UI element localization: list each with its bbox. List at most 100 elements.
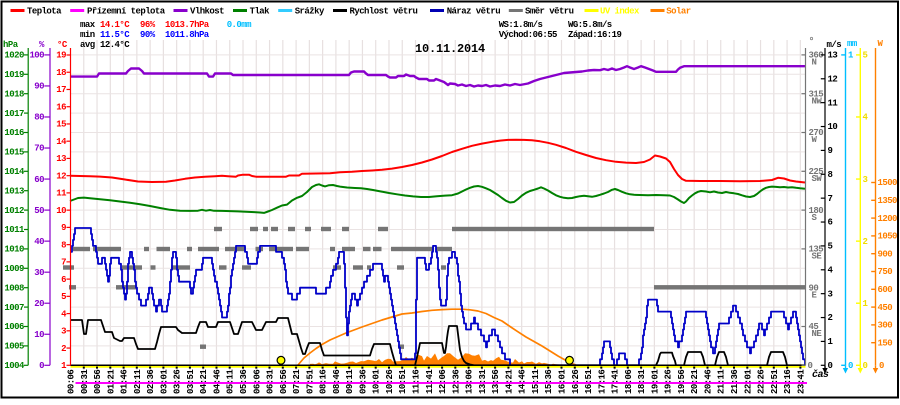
- svg-text:05:11: 05:11: [226, 369, 236, 394]
- svg-text:96%: 96%: [140, 20, 156, 30]
- svg-text:10: 10: [34, 330, 44, 340]
- svg-text:11:16: 11:16: [412, 370, 422, 394]
- svg-text:W: W: [878, 39, 884, 49]
- svg-text:11: 11: [56, 189, 67, 199]
- svg-text:13:56: 13:56: [491, 370, 501, 394]
- svg-text:0: 0: [863, 361, 868, 371]
- svg-text:16:51: 16:51: [584, 369, 594, 394]
- svg-text:1009: 1009: [4, 264, 24, 274]
- svg-text:Přízemní teplota: Přízemní teplota: [87, 7, 166, 17]
- svg-text:8: 8: [61, 240, 66, 250]
- svg-text:7: 7: [828, 194, 833, 204]
- svg-text:100: 100: [29, 51, 44, 61]
- svg-text:07:21: 07:21: [292, 369, 302, 394]
- svg-text:08:46: 08:46: [332, 370, 342, 394]
- svg-text:0: 0: [879, 361, 884, 371]
- svg-text:mm: mm: [847, 39, 858, 49]
- svg-text:15:36: 15:36: [544, 370, 554, 394]
- svg-text:5: 5: [863, 51, 868, 61]
- svg-text:čas: čas: [812, 369, 829, 381]
- svg-text:30: 30: [34, 268, 44, 278]
- svg-text:0: 0: [828, 361, 833, 371]
- svg-text:19:26: 19:26: [664, 370, 674, 394]
- svg-text:0: 0: [808, 361, 813, 371]
- svg-text:°: °: [809, 36, 814, 48]
- svg-text:16: 16: [56, 102, 66, 112]
- svg-text:20:46: 20:46: [704, 370, 714, 394]
- svg-text:40: 40: [34, 237, 44, 247]
- svg-text:16:26: 16:26: [571, 370, 581, 394]
- svg-text:225: 225: [809, 167, 824, 177]
- svg-text:NW: NW: [812, 96, 823, 106]
- svg-text:2: 2: [828, 313, 833, 323]
- svg-text:21:11: 21:11: [717, 369, 727, 394]
- svg-text:1018: 1018: [4, 89, 24, 99]
- svg-text:1200: 1200: [878, 214, 898, 224]
- svg-text:%: %: [39, 40, 45, 50]
- svg-text:°C: °C: [57, 40, 68, 50]
- svg-text:03:51: 03:51: [186, 369, 196, 394]
- svg-text:16:01: 16:01: [558, 369, 568, 394]
- svg-text:W: W: [812, 135, 818, 145]
- svg-text:Východ:06:55: Východ:06:55: [499, 30, 557, 40]
- svg-text:02:36: 02:36: [146, 370, 156, 394]
- svg-text:03:26: 03:26: [173, 370, 183, 394]
- svg-text:1: 1: [863, 299, 869, 309]
- svg-text:14:46: 14:46: [518, 370, 528, 394]
- svg-text:12:36: 12:36: [451, 370, 461, 394]
- svg-text:04:21: 04:21: [199, 369, 209, 394]
- svg-text:13:31: 13:31: [478, 369, 488, 394]
- svg-text:150: 150: [878, 338, 893, 348]
- svg-text:9: 9: [61, 223, 66, 233]
- svg-text:UV index: UV index: [600, 7, 640, 17]
- svg-text:1006: 1006: [4, 322, 24, 332]
- svg-text:13: 13: [56, 154, 66, 164]
- svg-text:2: 2: [61, 344, 66, 354]
- svg-text:08:16: 08:16: [319, 370, 329, 394]
- svg-text:20:21: 20:21: [690, 369, 700, 394]
- svg-text:hPa: hPa: [3, 40, 19, 50]
- svg-text:19:01: 19:01: [650, 369, 660, 394]
- svg-text:02:11: 02:11: [133, 369, 143, 394]
- svg-text:15:11: 15:11: [531, 369, 541, 394]
- svg-text:10:26: 10:26: [385, 370, 395, 394]
- svg-text:20: 20: [34, 299, 44, 309]
- svg-text:1016: 1016: [4, 128, 24, 138]
- svg-text:45: 45: [809, 322, 819, 332]
- svg-text:Tlak: Tlak: [250, 7, 271, 17]
- svg-text:6: 6: [61, 275, 66, 285]
- svg-text:Vlhkost: Vlhkost: [190, 7, 224, 17]
- svg-text:01:46: 01:46: [120, 370, 130, 394]
- svg-text:1013.7hPa: 1013.7hPa: [165, 20, 210, 30]
- svg-text:14:21: 14:21: [504, 369, 514, 394]
- svg-text:4: 4: [828, 266, 834, 276]
- svg-text:Náraz větru: Náraz větru: [447, 7, 501, 17]
- svg-text:max: max: [80, 20, 96, 30]
- svg-text:09:11: 09:11: [345, 369, 355, 394]
- svg-text:06:31: 06:31: [266, 369, 276, 394]
- svg-text:900: 900: [878, 249, 893, 259]
- svg-text:10: 10: [56, 206, 66, 216]
- svg-text:14.1°C: 14.1°C: [100, 20, 130, 30]
- svg-text:1020: 1020: [4, 51, 24, 61]
- svg-text:180: 180: [809, 206, 824, 216]
- svg-text:10: 10: [828, 122, 838, 132]
- svg-text:5: 5: [828, 242, 833, 252]
- svg-text:3: 3: [828, 289, 833, 299]
- svg-text:E: E: [812, 290, 818, 300]
- svg-text:5: 5: [61, 292, 66, 302]
- svg-text:11:41: 11:41: [425, 369, 435, 394]
- svg-text:1: 1: [828, 337, 834, 347]
- svg-text:1005: 1005: [4, 342, 24, 352]
- svg-text:360: 360: [809, 51, 824, 61]
- svg-text:80: 80: [34, 113, 44, 123]
- svg-text:7: 7: [61, 258, 66, 268]
- svg-text:1014: 1014: [4, 167, 25, 177]
- svg-text:22:26: 22:26: [757, 370, 767, 394]
- svg-text:13:06: 13:06: [465, 370, 475, 394]
- svg-text:1004: 1004: [4, 361, 25, 371]
- svg-text:WG:5.8m/s: WG:5.8m/s: [568, 20, 612, 30]
- svg-text:Směr větru: Směr větru: [525, 7, 574, 17]
- svg-text:m/s: m/s: [827, 40, 842, 50]
- svg-text:15: 15: [56, 120, 66, 130]
